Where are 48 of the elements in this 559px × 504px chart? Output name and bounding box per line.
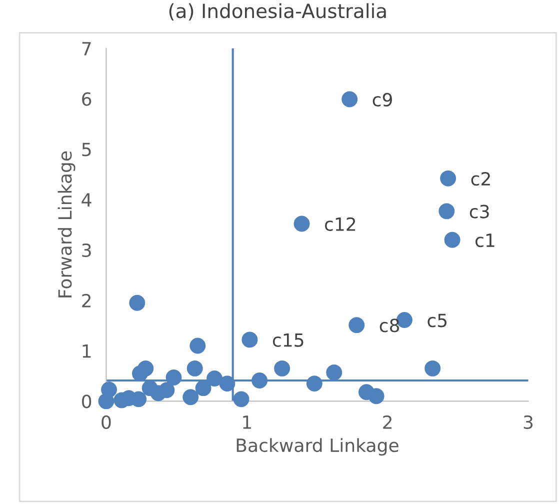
annotation: c5 xyxy=(428,314,447,328)
y-axis-title: Forward Linkage xyxy=(58,151,76,298)
point xyxy=(142,380,158,396)
point xyxy=(326,364,342,380)
point xyxy=(233,391,250,408)
point xyxy=(182,389,199,406)
point xyxy=(368,388,384,404)
x-tick-label: 3 xyxy=(524,415,533,430)
point xyxy=(252,372,268,388)
annotation: c9 xyxy=(372,92,392,106)
y-tick-label: 2 xyxy=(82,294,91,308)
point xyxy=(424,360,441,376)
point xyxy=(195,380,212,396)
point xyxy=(129,294,146,311)
annotation: c15 xyxy=(272,333,304,347)
annotation: c2 xyxy=(471,172,490,186)
annotation: c3 xyxy=(470,204,489,218)
x-tick-label: 0 xyxy=(102,415,111,430)
y-tick-label: 5 xyxy=(82,142,91,156)
point xyxy=(294,216,310,232)
chart-title: (a) Indonesia-Australia xyxy=(169,3,386,21)
y-tick-label: 1 xyxy=(82,344,91,358)
point xyxy=(440,170,456,186)
point xyxy=(242,332,258,348)
annotation: c1 xyxy=(476,234,494,248)
point xyxy=(186,360,203,376)
annotation: c12 xyxy=(324,217,356,231)
point xyxy=(342,91,358,108)
x-tick-label: 1 xyxy=(243,416,251,429)
y-tick-label: 7 xyxy=(82,42,91,56)
point xyxy=(444,232,460,248)
point xyxy=(98,393,114,410)
point xyxy=(206,370,223,386)
y-tick-label: 4 xyxy=(82,193,92,206)
point xyxy=(190,338,206,354)
point xyxy=(438,203,455,220)
x-tick-label: 2 xyxy=(383,415,392,429)
point xyxy=(348,317,365,334)
annotation: c8 xyxy=(380,318,400,332)
point xyxy=(306,376,322,392)
x-axis-title: Backward Linkage xyxy=(236,438,398,456)
y-tick-label: 3 xyxy=(82,243,91,258)
point xyxy=(132,365,148,382)
point xyxy=(219,376,236,392)
point xyxy=(166,370,182,386)
point xyxy=(274,360,290,376)
y-tick-label: 6 xyxy=(82,92,92,106)
y-tick-label: 0 xyxy=(82,394,92,408)
